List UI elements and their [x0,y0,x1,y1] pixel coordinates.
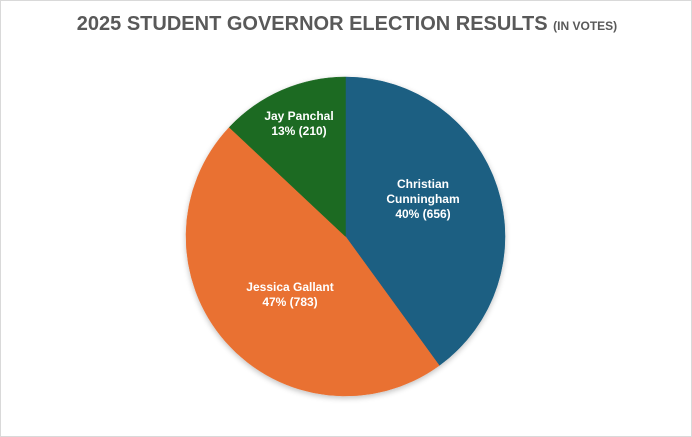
chart-title-text: 2025 STUDENT GOVERNOR ELECTION RESULTS [76,13,548,35]
data-label-christian-cunningham: Christian Cunningham 40% (656) [386,177,459,221]
pie-slice-jay-panchal [228,76,346,238]
chart-subtitle: (IN VOTES) [553,19,618,33]
data-label-jessica-gallant: Jessica Gallant 47% (783) [246,280,333,309]
chart-title: 2025 STUDENT GOVERNOR ELECTION RESULTS (… [1,13,692,36]
pie-slice-christian-cunningham [345,76,506,366]
pie-slices [185,76,506,397]
pie-slice-jessica-gallant [185,126,440,397]
data-label-jay-panchal: Jay Panchal 13% (210) [264,109,333,138]
pie-labels: Christian Cunningham 40% (656) Jessica Gall… [246,109,459,309]
